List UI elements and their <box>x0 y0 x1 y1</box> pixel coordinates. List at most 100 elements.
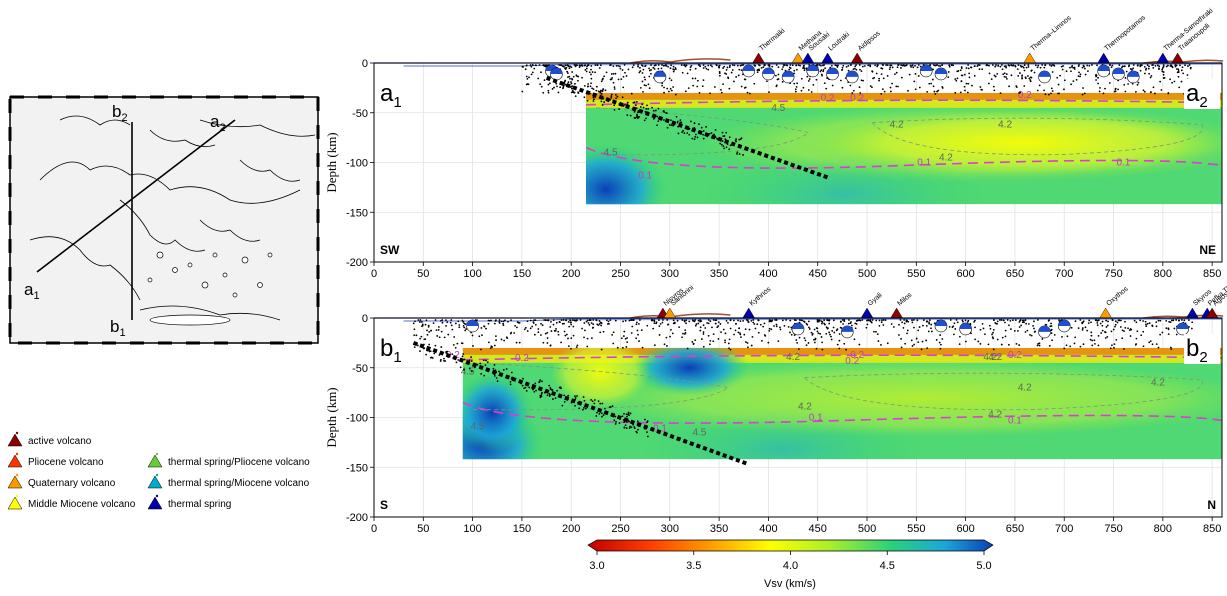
earthquake-dot <box>815 78 818 81</box>
earthquake-dot <box>1082 321 1085 323</box>
legend-plume-icon <box>155 494 159 498</box>
earthquake-dot <box>986 64 989 67</box>
earthquake-dot <box>705 67 708 70</box>
earthquake-dot <box>574 397 577 399</box>
earthquake-dot <box>628 427 631 429</box>
earthquake-dot <box>914 73 917 75</box>
earthquake-dot <box>656 124 658 127</box>
earthquake-dot <box>881 88 884 90</box>
earthquake-dot <box>968 76 971 79</box>
earthquake-dot <box>1069 345 1072 348</box>
earthquake-dot <box>795 68 798 71</box>
earthquake-dot <box>621 96 624 99</box>
earthquake-dot <box>509 380 512 383</box>
earthquake-dot <box>1053 333 1056 336</box>
earthquake-dot <box>775 85 778 88</box>
earthquake-dot <box>509 383 512 386</box>
earthquake-dot <box>883 90 886 93</box>
earthquake-dot <box>762 66 765 69</box>
earthquake-dot <box>934 64 937 67</box>
earthquake-dot <box>692 84 695 87</box>
earthquake-dot <box>831 84 834 87</box>
earthquake-dot <box>1013 329 1016 332</box>
earthquake-dot <box>615 64 618 67</box>
earthquake-dot <box>1161 331 1164 334</box>
earthquake-dot <box>921 340 924 343</box>
earthquake-dot <box>721 140 724 142</box>
x-tick-label: 700 <box>1055 523 1073 535</box>
earthquake-dot <box>828 331 831 334</box>
earthquake-dot <box>878 319 881 322</box>
earthquake-dot <box>590 77 593 80</box>
earthquake-dot <box>1139 319 1142 322</box>
earthquake-dot <box>933 90 936 93</box>
earthquake-dot <box>728 148 731 151</box>
earthquake-dot <box>1155 325 1158 328</box>
earthquake-dot <box>891 82 893 85</box>
earthquake-dot <box>793 82 796 85</box>
x-tick-label: 150 <box>513 523 531 535</box>
earthquake-dot <box>636 113 638 116</box>
earthquake-dot <box>594 71 597 74</box>
profile-a-line <box>36 119 236 273</box>
earthquake-dot <box>1032 325 1034 327</box>
earthquake-dot <box>451 353 454 356</box>
profile-end-label: a2 <box>1186 80 1208 111</box>
earthquake-dot <box>626 101 629 104</box>
earthquake-dot <box>1095 74 1098 77</box>
earthquake-dot <box>510 331 513 334</box>
earthquake-dot <box>901 321 904 324</box>
earthquake-dot <box>903 319 906 321</box>
earthquake-dot <box>1154 65 1157 67</box>
earthquake-dot <box>549 326 552 328</box>
earthquake-dot <box>911 345 914 347</box>
earthquake-dot <box>575 74 578 77</box>
earthquake-dot <box>510 371 513 374</box>
earthquake-dot <box>663 91 665 94</box>
velocity-model <box>586 92 1222 205</box>
earthquake-dot <box>525 83 528 86</box>
earthquake-dot <box>687 87 690 90</box>
legend-plume-icon <box>15 494 19 498</box>
earthquake-dot <box>752 321 755 324</box>
earthquake-dot <box>1155 321 1158 324</box>
earthquake-dot <box>532 322 535 324</box>
earthquake-dot <box>877 340 880 342</box>
earthquake-dot <box>681 131 684 134</box>
earthquake-dot <box>1139 69 1142 72</box>
earthquake-dot <box>941 64 944 66</box>
earthquake-dot <box>1127 83 1129 85</box>
earthquake-dot <box>1105 319 1108 322</box>
earthquake-dot <box>533 390 536 393</box>
earthquake-dot <box>575 319 577 322</box>
earthquake-dot <box>706 322 709 324</box>
earthquake-dot <box>782 66 784 68</box>
earthquake-dot <box>500 338 503 341</box>
earthquake-dot <box>599 331 602 334</box>
earthquake-dot <box>1002 73 1005 76</box>
earthquake-dot <box>973 74 976 77</box>
earthquake-dot <box>588 323 591 326</box>
earthquake-dot <box>796 82 799 85</box>
station-label: Aidipsos <box>857 30 882 53</box>
earthquake-dot <box>740 69 743 72</box>
earthquake-dot <box>825 326 828 329</box>
earthquake-dot <box>847 322 850 325</box>
earthquake-dot <box>795 319 797 322</box>
earthquake-dot <box>915 337 918 340</box>
earthquake-dot <box>1015 342 1018 345</box>
earthquake-dot <box>1086 329 1089 332</box>
crust-slow-layer <box>586 92 1222 100</box>
earthquake-dot <box>1070 66 1073 68</box>
earthquake-dot <box>1169 321 1172 324</box>
earthquake-dot <box>976 65 979 68</box>
earthquake-dot <box>699 326 702 329</box>
x-tick-label: 850 <box>1203 268 1221 280</box>
earthquake-dot <box>988 324 991 327</box>
earthquake-dot <box>464 329 467 332</box>
earthquake-dot <box>502 324 505 327</box>
station-marker-icon <box>1156 52 1170 64</box>
x-tick-label: 100 <box>463 268 481 280</box>
earthquake-dot <box>650 72 652 75</box>
